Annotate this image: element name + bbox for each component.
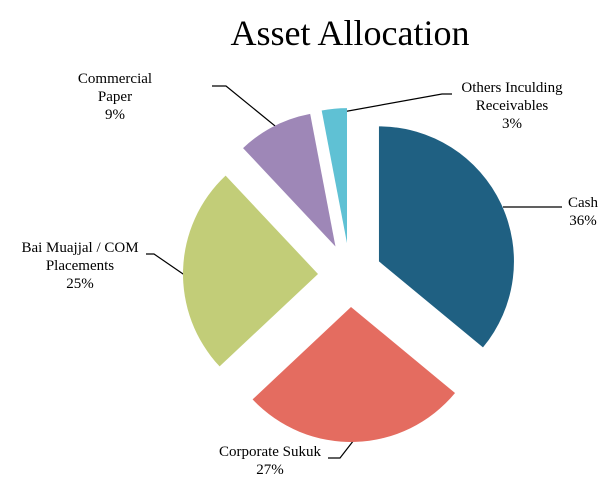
pie-slice	[243, 113, 336, 247]
chart-title: Asset Allocation	[230, 13, 470, 53]
slice-label: Cash 36%	[548, 194, 599, 230]
value-label: 9%	[105, 107, 125, 123]
pie-slice	[252, 306, 456, 442]
value-label: 25%	[66, 276, 94, 292]
pie-slice	[183, 175, 319, 367]
value-label: 27%	[256, 462, 284, 478]
category-label: Commercial Paper	[77, 71, 153, 105]
leader-line	[336, 93, 452, 114]
slice-label: Corporate Sukuk 27%	[195, 443, 345, 479]
pie-slice	[378, 126, 514, 348]
category-label: Others Inculding Receivables	[461, 80, 563, 114]
category-label: Corporate Sukuk	[218, 444, 322, 460]
pie-slice	[321, 108, 347, 244]
category-label: Bai Muajjal / COM Placements	[21, 240, 139, 274]
value-label: 36%	[569, 213, 597, 229]
category-label: Cash	[568, 195, 598, 211]
leader-line	[212, 85, 281, 131]
slice-label: Bai Muajjal / COM Placements 25%	[0, 239, 160, 293]
slice-label: Others Inculding Receivables 3%	[432, 79, 592, 133]
leader-line	[146, 253, 187, 277]
value-label: 3%	[502, 116, 522, 132]
slice-label: Commercial Paper 9%	[60, 70, 170, 124]
